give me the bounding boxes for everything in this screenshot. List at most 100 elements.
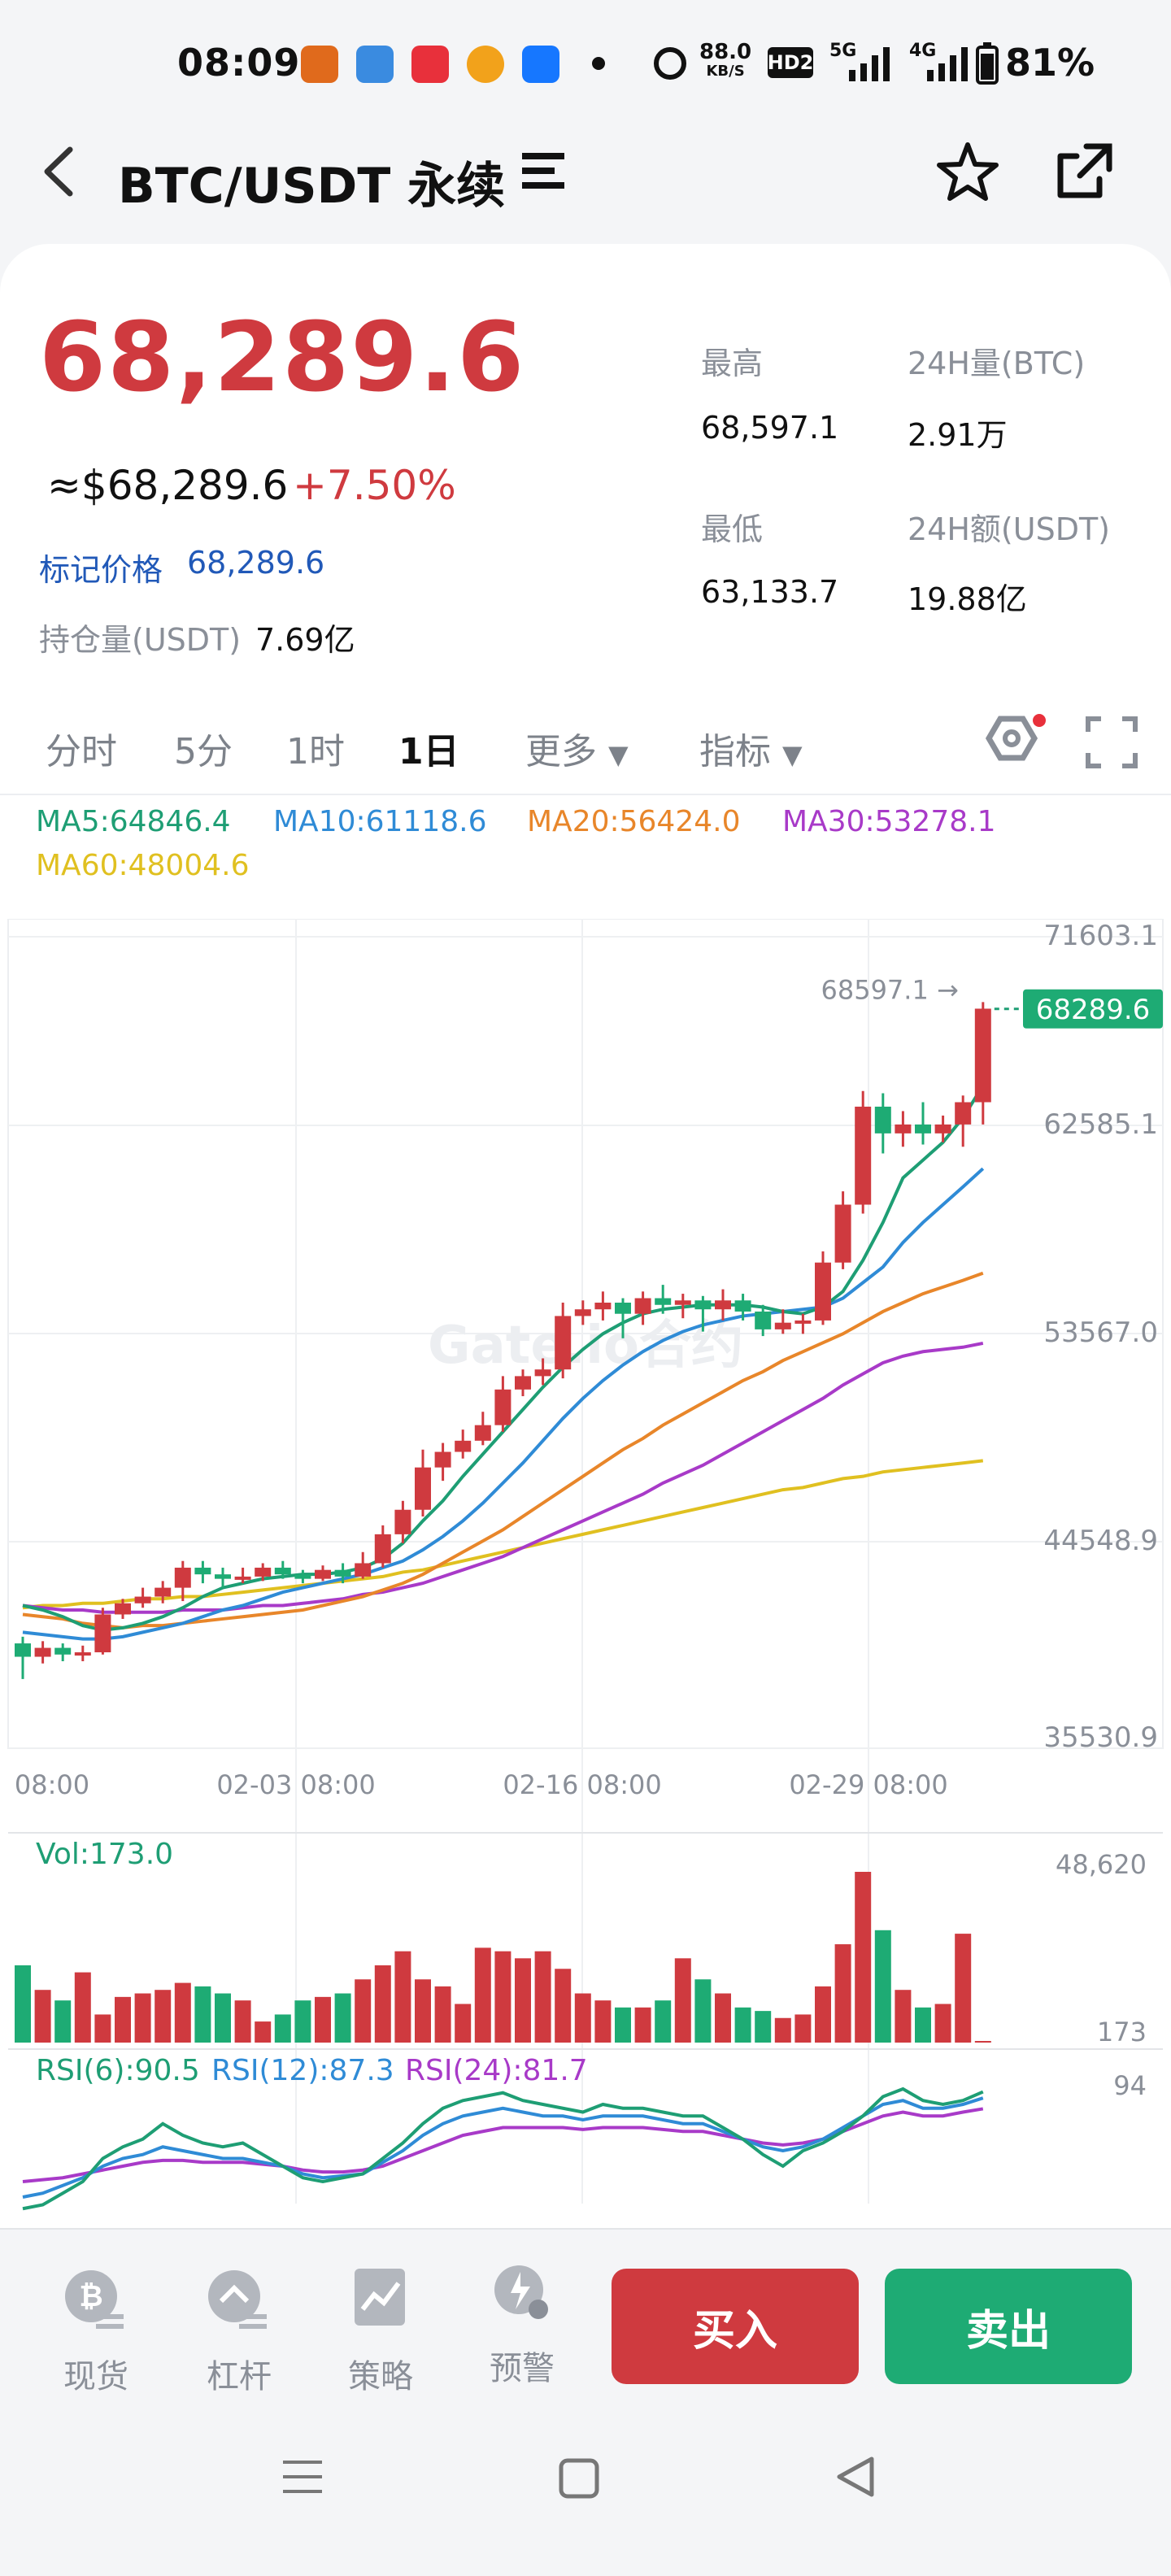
candle-body xyxy=(555,1316,572,1370)
volume-bar xyxy=(515,1958,531,2043)
rsi12-line xyxy=(22,2096,984,2199)
nav-strategy-label[interactable]: 策略 xyxy=(348,2358,413,2395)
candle-body xyxy=(674,1300,691,1305)
home-icon[interactable] xyxy=(558,2457,600,2500)
menu-list-icon[interactable] xyxy=(520,148,566,194)
candle-body xyxy=(94,1614,111,1653)
volume-bar xyxy=(474,1947,491,2043)
tab-indicators[interactable]: 指标 ▼ xyxy=(699,722,803,774)
favorite-star-icon[interactable] xyxy=(935,140,1000,203)
margin-icon[interactable] xyxy=(207,2269,268,2334)
candle-body xyxy=(174,1567,191,1588)
candle-body xyxy=(774,1322,791,1329)
buy-button[interactable]: 买入 xyxy=(612,2269,859,2384)
tab-1hour[interactable]: 1时 xyxy=(286,731,345,772)
volume-bar xyxy=(915,2007,931,2043)
volume-bar xyxy=(415,1979,431,2043)
volume-bar xyxy=(855,1872,872,2043)
alarm-icon xyxy=(654,47,686,80)
amount-24h-value: 19.88亿 xyxy=(908,581,1027,617)
x-tick-label: 02-29 08:00 xyxy=(789,1769,947,1800)
volume-bar xyxy=(755,2011,772,2043)
candle-body xyxy=(215,1574,231,1579)
open-interest-label: 持仓量(USDT) xyxy=(39,622,242,658)
nav-spot-label[interactable]: 现货 xyxy=(63,2358,128,2395)
volume-bar xyxy=(115,1996,131,2043)
rsi-label: RSI(24):81.7 xyxy=(405,2054,588,2087)
spot-icon[interactable]: ₿ xyxy=(63,2269,125,2334)
nav-alert-label[interactable]: 预警 xyxy=(490,2350,555,2387)
volume-bar xyxy=(815,1986,831,2043)
chevron-down-icon: ▼ xyxy=(782,739,803,770)
volume-bar xyxy=(74,1972,91,2043)
tab-indicators-label: 指标 xyxy=(699,731,771,772)
volume-bar xyxy=(334,1993,351,2043)
divider xyxy=(0,794,1171,795)
volume-bar xyxy=(194,1986,211,2043)
app-notification-icon xyxy=(411,46,449,83)
battery-icon xyxy=(976,42,999,85)
volume-bar xyxy=(774,2017,791,2043)
volume-bar xyxy=(434,1986,451,2043)
candle-body xyxy=(274,1567,291,1575)
candle-body xyxy=(715,1300,731,1310)
x-tick-label: 02-03 08:00 xyxy=(216,1769,375,1800)
nav-margin-label[interactable]: 杠杆 xyxy=(207,2358,272,2395)
tab-5min[interactable]: 5分 xyxy=(174,731,233,772)
mark-price-value: 68,289.6 xyxy=(187,545,325,581)
volume-bar xyxy=(355,1979,372,2043)
volume-bar xyxy=(274,2014,291,2043)
candle-body xyxy=(194,1567,211,1575)
ma5-legend: MA5:64846.4 xyxy=(36,805,231,838)
candle-body xyxy=(955,1102,972,1125)
volume-bar xyxy=(155,1990,172,2043)
candle-body xyxy=(815,1262,831,1321)
volume-min-tick: 173 xyxy=(1097,2017,1147,2047)
usd-price: ≈$68,289.6 xyxy=(47,462,289,509)
volume-bar xyxy=(615,2007,631,2043)
candle-body xyxy=(694,1300,712,1310)
volume-bar xyxy=(694,1979,712,2043)
signal-5g-label: 5G xyxy=(829,41,857,61)
amount-24h-label: 24H额(USDT) xyxy=(908,511,1110,547)
rsi-label: RSI(12):87.3 xyxy=(211,2054,394,2087)
ma30-legend: MA30:53278.1 xyxy=(782,805,996,838)
volume-bar xyxy=(734,2007,751,2043)
volume-bar xyxy=(974,2041,991,2043)
tab-timeshare[interactable]: 分时 xyxy=(46,731,117,772)
strategy-icon[interactable] xyxy=(351,2265,410,2330)
volume-bar xyxy=(374,1965,391,2043)
candle-body xyxy=(255,1567,272,1577)
menu-icon[interactable] xyxy=(280,2454,325,2500)
fullscreen-icon[interactable] xyxy=(1085,716,1138,769)
volume-bar xyxy=(634,2007,651,2043)
chart-settings-icon[interactable] xyxy=(982,712,1047,769)
last-price: 68,289.6 xyxy=(39,301,526,413)
sell-button[interactable]: 卖出 xyxy=(885,2269,1132,2384)
volume-bar xyxy=(674,1958,691,2043)
candle-body xyxy=(494,1389,511,1425)
alert-icon[interactable] xyxy=(493,2262,551,2327)
alipay-icon xyxy=(522,46,559,83)
battery-percent: 81% xyxy=(1005,41,1095,85)
volume-bar xyxy=(934,2004,951,2043)
volume-label: Vol:173.0 xyxy=(36,1838,173,1871)
tab-more[interactable]: 更多 ▼ xyxy=(525,722,629,774)
volume-bar xyxy=(134,1993,151,2043)
ma10-legend: MA10:61118.6 xyxy=(273,805,487,838)
net-speed: 88.0 KB/S xyxy=(699,40,752,80)
kline-chart[interactable]: Gate.io合约71603.162585.153567.044548.9355… xyxy=(0,919,1171,2228)
rsi-tick: 94 xyxy=(1113,2070,1147,2101)
x-tick-label: 02-16 08:00 xyxy=(503,1769,661,1800)
mark-price-label[interactable]: 标记价格 xyxy=(39,552,163,588)
volume-bar xyxy=(455,2004,472,2043)
candle-body xyxy=(15,1643,31,1657)
clock: 08:09 xyxy=(177,41,301,85)
page-title[interactable]: BTC/USDT 永续 xyxy=(118,158,506,215)
candle-body xyxy=(794,1320,812,1324)
back-icon[interactable] xyxy=(833,2454,878,2500)
tab-1day[interactable]: 1日 xyxy=(398,731,459,772)
share-icon[interactable] xyxy=(1054,140,1116,202)
tab-more-label: 更多 xyxy=(525,731,597,772)
back-arrow-icon[interactable] xyxy=(37,145,78,198)
